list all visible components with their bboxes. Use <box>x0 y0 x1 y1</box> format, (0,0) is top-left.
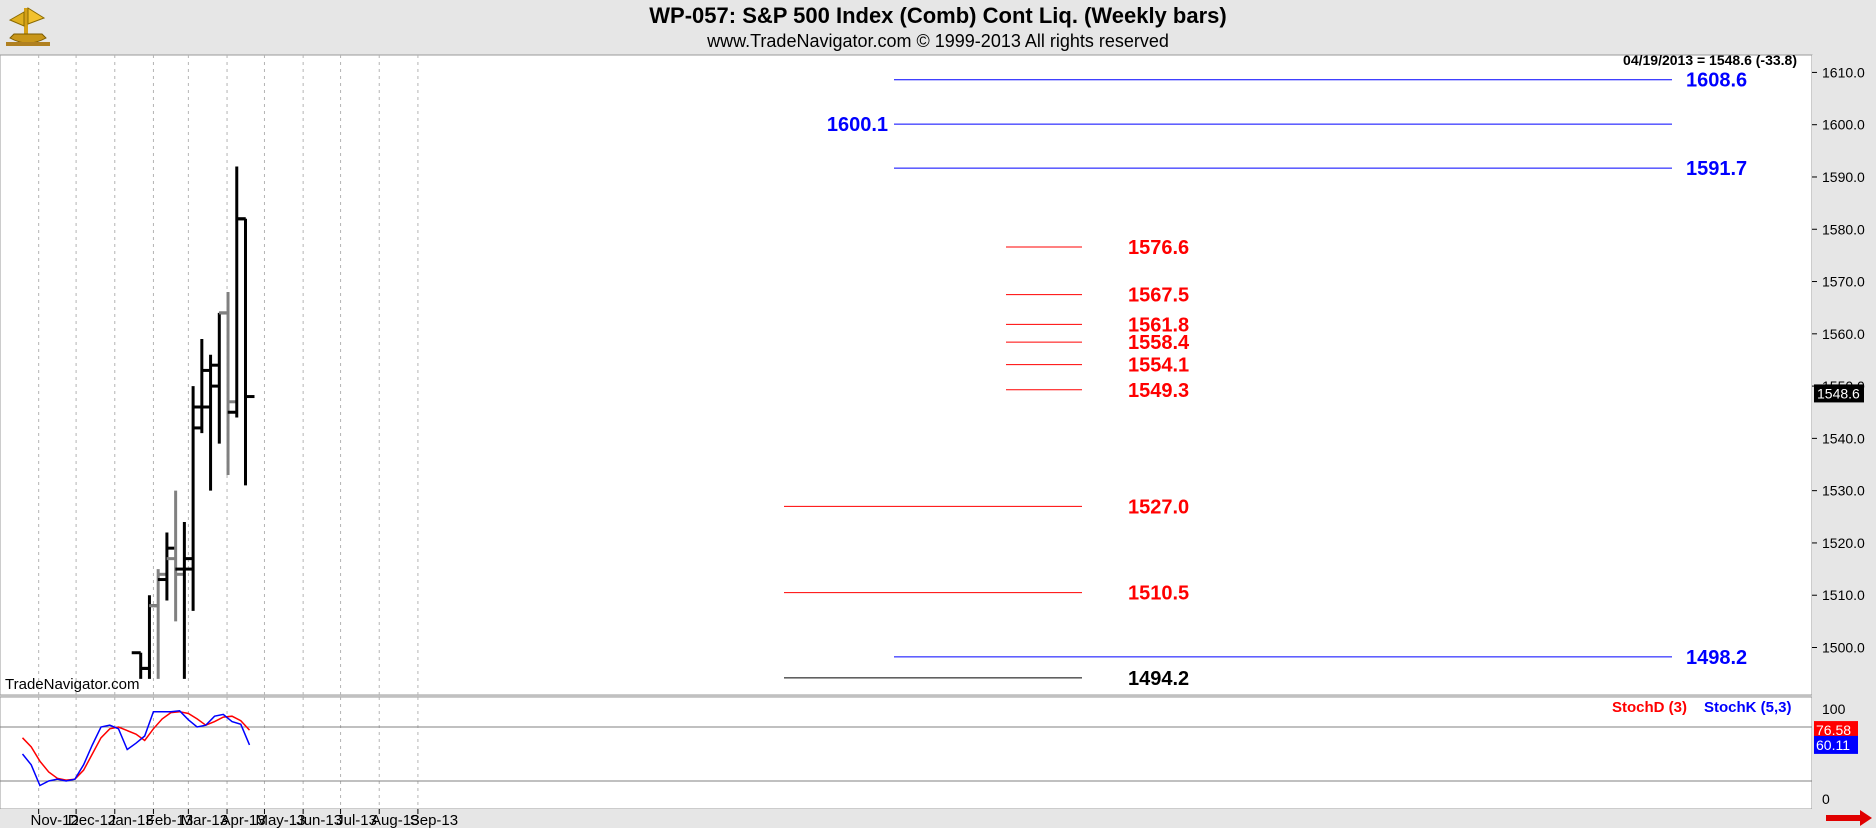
level-label: 1576.6 <box>1128 237 1189 259</box>
x-tick-label: Apr-13 <box>221 812 266 828</box>
level-label: 1558.4 <box>1128 332 1190 354</box>
stoch-y-tick-label: 100 <box>1822 701 1846 717</box>
price-panel <box>0 54 1813 696</box>
y-tick-label: 1580.0 <box>1822 221 1865 237</box>
stoch-d-tag: 76.58 <box>1816 722 1851 738</box>
y-tick-label: 1570.0 <box>1822 274 1865 290</box>
y-tick-label: 1500.0 <box>1822 640 1865 656</box>
y-tick-label: 1560.0 <box>1822 326 1865 342</box>
scroll-right-arrow-icon <box>1826 810 1872 826</box>
price-axis-area <box>1812 55 1876 809</box>
y-tick-label: 1510.0 <box>1822 587 1865 603</box>
time-axis-area <box>0 809 1876 828</box>
level-label: 1494.2 <box>1128 668 1189 690</box>
last-price-tag-box <box>1814 384 1864 403</box>
watermark-text: TradeNavigator.com <box>5 676 140 693</box>
x-tick-label: Sep-13 <box>410 812 458 828</box>
level-label: 1527.0 <box>1128 496 1189 518</box>
stoch-k-line <box>21 710 251 787</box>
y-tick-label: 1590.0 <box>1822 169 1865 185</box>
x-tick-label: Jan-13 <box>108 812 154 828</box>
y-tick-label: 1530.0 <box>1822 483 1865 499</box>
x-tick-label: Nov-12 <box>30 812 78 828</box>
stoch-k-tag-box <box>1814 735 1858 754</box>
level-label: 1554.1 <box>1128 355 1189 377</box>
stoch-k-legend: StochK (5,3) <box>1704 699 1792 716</box>
level-label: 1498.2 <box>1686 647 1747 669</box>
level-label: 1549.3 <box>1128 380 1189 402</box>
stoch-k-tag: 60.11 <box>1816 737 1850 753</box>
chart-subtitle: www.TradeNavigator.com © 1999-2013 All r… <box>707 31 1169 51</box>
level-label: 1561.8 <box>1128 314 1189 336</box>
y-tick-label: 1540.0 <box>1822 430 1865 446</box>
level-label: 1510.5 <box>1128 583 1189 605</box>
chart-title: WP-057: S&P 500 Index (Comb) Cont Liq. (… <box>649 3 1227 28</box>
level-label: 1591.7 <box>1686 158 1747 180</box>
y-tick-label: 1600.0 <box>1822 117 1865 133</box>
stochastic-panel <box>0 696 1813 810</box>
stoch-d-tag-box <box>1814 721 1858 740</box>
level-label: 1608.6 <box>1686 70 1747 92</box>
x-tick-label: Aug-13 <box>371 812 419 828</box>
x-tick-label: Dec-12 <box>68 812 116 828</box>
last-price-tag: 1548.6 <box>1817 385 1860 401</box>
level-label: 1567.5 <box>1128 285 1189 307</box>
y-tick-label: 1520.0 <box>1822 535 1865 551</box>
x-tick-label: Jun-13 <box>296 812 342 828</box>
level-label: 1600.1 <box>827 114 888 136</box>
x-tick-label: Mar-13 <box>181 812 229 828</box>
stoch-d-legend: StochD (3) <box>1612 699 1687 716</box>
x-tick-label: Jul-13 <box>336 812 377 828</box>
last-price-info: 04/19/2013 = 1548.6 (-33.8) <box>1623 52 1797 68</box>
x-tick-label: May-13 <box>255 812 305 828</box>
x-tick-label: Feb-13 <box>146 812 194 828</box>
ohlc-bar <box>236 217 255 486</box>
stoch-y-tick-label: 0 <box>1822 791 1830 807</box>
stoch-d-line <box>21 710 251 781</box>
y-tick-label: 1610.0 <box>1822 64 1865 80</box>
trade-navigator-logo-icon <box>6 7 50 46</box>
chart-header: WP-057: S&P 500 Index (Comb) Cont Liq. (… <box>0 0 1876 55</box>
